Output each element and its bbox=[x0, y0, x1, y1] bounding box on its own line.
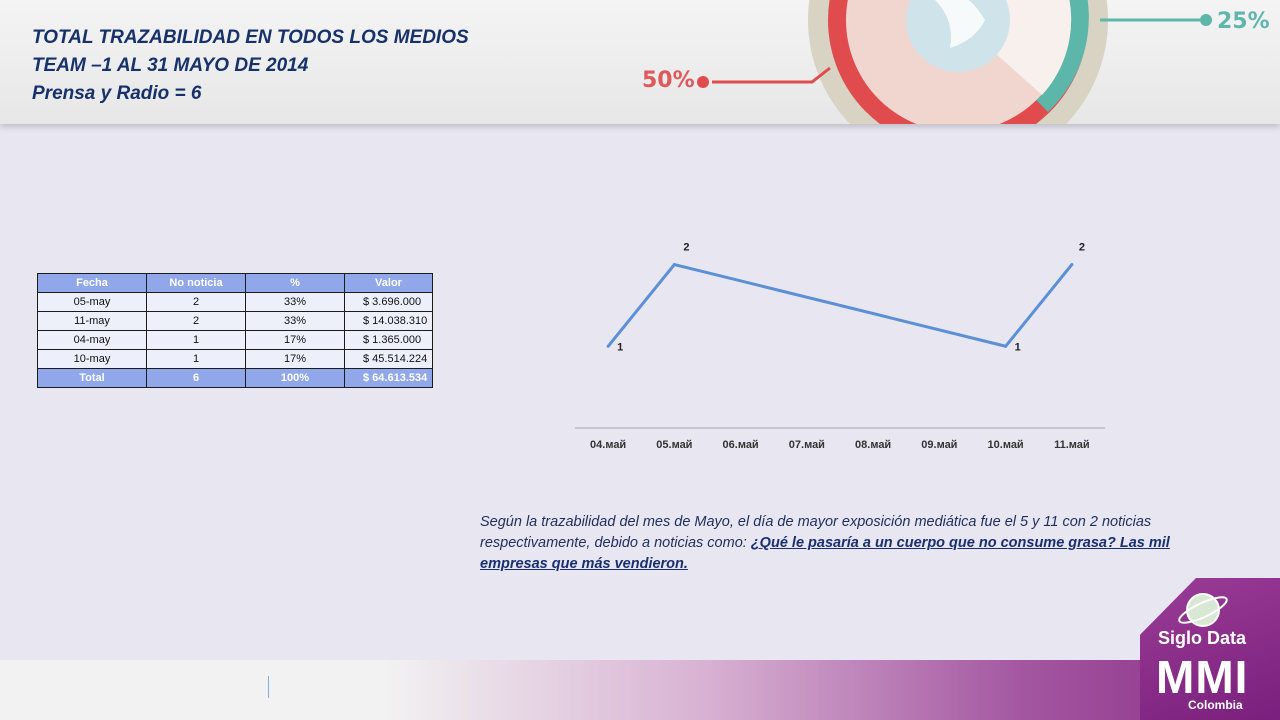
data-point bbox=[672, 263, 676, 267]
cell-percent: 17% bbox=[245, 330, 345, 350]
cell-count: 2 bbox=[146, 292, 246, 312]
analysis-comment: Según la trazabilidad del mes de Mayo, e… bbox=[480, 512, 1240, 575]
comment-text: Según la trazabilidad del mes de Mayo, e… bbox=[480, 514, 1152, 551]
x-tick-label: 10.май bbox=[988, 439, 1024, 451]
cell-count: 1 bbox=[146, 349, 246, 369]
total-valor: $ 64.613.534 bbox=[344, 368, 433, 388]
x-tick-label: 06.май bbox=[723, 439, 759, 451]
header-no-noticia: No noticia bbox=[146, 273, 246, 293]
cell-valor: $ 3.696.000 bbox=[344, 292, 433, 312]
table-row: 04-may 1 17% $ 1.365.000 bbox=[37, 330, 433, 350]
cell-fecha: 10-may bbox=[37, 349, 147, 369]
news-headline-link[interactable]: ¿Qué le pasaría a un cuerpo que no consu… bbox=[480, 535, 1170, 572]
data-point bbox=[606, 344, 610, 348]
data-label: 1 bbox=[617, 341, 623, 353]
page-title: TOTAL TRAZABILIDAD EN TODOS LOS MEDIOS T… bbox=[32, 24, 469, 108]
table-row: 10-may 1 17% $ 45.514.224 bbox=[37, 349, 433, 369]
cell-percent: 33% bbox=[245, 292, 345, 312]
data-point bbox=[1004, 344, 1008, 348]
header-valor: Valor bbox=[344, 273, 433, 293]
header-percent: % bbox=[245, 273, 345, 293]
footer-divider bbox=[268, 676, 269, 698]
table-header-row: Fecha No noticia % Valor bbox=[37, 273, 433, 293]
cell-fecha: 11-may bbox=[37, 311, 147, 331]
title-line-2: TEAM –1 AL 31 MAYO DE 2014 bbox=[32, 55, 309, 76]
donut-label-50: 50% bbox=[642, 68, 695, 93]
cell-fecha: 05-may bbox=[37, 292, 147, 312]
x-tick-label: 09.май bbox=[921, 439, 957, 451]
x-tick-label: 07.май bbox=[789, 439, 825, 451]
logo-name: MMI bbox=[1156, 651, 1249, 703]
cell-fecha: 04-may bbox=[37, 330, 147, 350]
table-row: 11-may 2 33% $ 14.038.310 bbox=[37, 311, 433, 331]
total-count: 6 bbox=[146, 368, 246, 388]
x-tick-label: 04.май bbox=[590, 439, 626, 451]
x-tick-label: 08.май bbox=[855, 439, 891, 451]
line-chart: 04.май 05.май 06.май 07.май 08.май 09.май 10.м… bbox=[575, 242, 1105, 451]
globe-continent-shape bbox=[935, 0, 985, 48]
total-label: Total bbox=[37, 368, 147, 388]
header-banner: 50% 25% TOTAL TRAZABILIDAD EN TODOS LOS … bbox=[0, 0, 1280, 124]
planet-icon bbox=[1178, 593, 1228, 627]
cell-percent: 33% bbox=[245, 311, 345, 331]
x-tick-label: 11.май bbox=[1054, 439, 1090, 451]
pointer-dot-50 bbox=[697, 76, 709, 88]
logo-brand: Siglo Data bbox=[1158, 628, 1247, 648]
pointer-dot-25 bbox=[1200, 14, 1212, 26]
table-row: 05-may 2 33% $ 3.696.000 bbox=[37, 292, 433, 312]
x-tick-label: 05.май bbox=[656, 439, 692, 451]
title-line-1: TOTAL TRAZABILIDAD EN TODOS LOS MEDIOS bbox=[32, 27, 469, 48]
summary-table: Fecha No noticia % Valor 05-may 2 33% $ … bbox=[37, 273, 433, 388]
table-total-row: Total 6 100% $ 64.613.534 bbox=[37, 368, 433, 388]
footer-bar bbox=[0, 660, 1280, 720]
cell-valor: $ 1.365.000 bbox=[344, 330, 433, 350]
header-fecha: Fecha bbox=[37, 273, 147, 293]
total-percent: 100% bbox=[245, 368, 345, 388]
title-line-3: Prensa y Radio = 6 bbox=[32, 83, 202, 104]
cell-count: 2 bbox=[146, 311, 246, 331]
data-label: 2 bbox=[1079, 242, 1085, 254]
cell-count: 1 bbox=[146, 330, 246, 350]
data-label: 1 bbox=[1015, 341, 1021, 353]
donut-label-25: 25% bbox=[1217, 9, 1270, 34]
pointer-line-50 bbox=[712, 66, 831, 84]
logo-country: Colombia bbox=[1188, 698, 1243, 712]
donut-decoration bbox=[697, 0, 1212, 124]
cell-valor: $ 45.514.224 bbox=[344, 349, 433, 369]
cell-percent: 17% bbox=[245, 349, 345, 369]
data-point bbox=[1070, 263, 1074, 267]
data-label: 2 bbox=[683, 242, 689, 254]
cell-valor: $ 14.038.310 bbox=[344, 311, 433, 331]
series-line bbox=[606, 263, 1074, 348]
